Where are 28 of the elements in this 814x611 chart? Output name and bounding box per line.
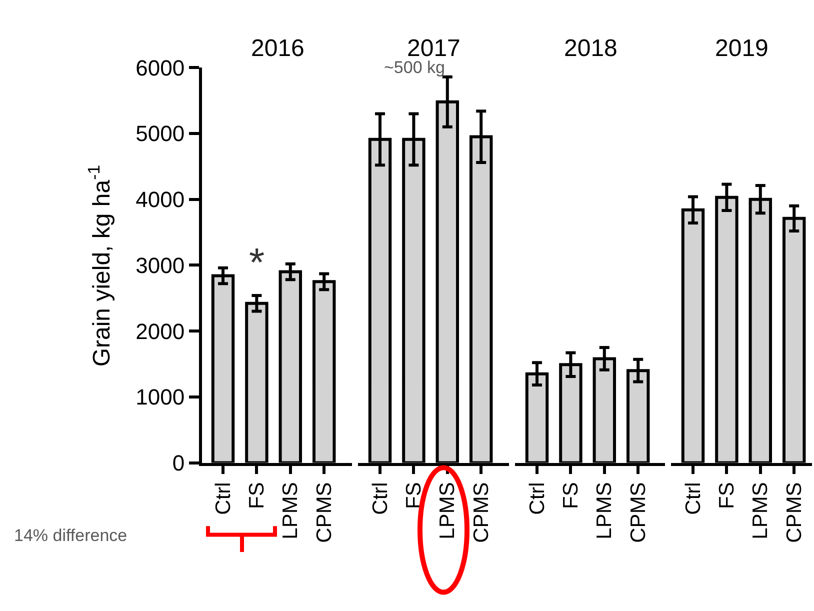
x-tick-label: CPMS bbox=[312, 482, 336, 543]
x-tick-label: Ctrl bbox=[368, 482, 392, 515]
y-tick-label: 3000 bbox=[136, 252, 185, 278]
x-tick-label: LPMS bbox=[436, 482, 460, 540]
y-tick-label: 6000 bbox=[136, 55, 185, 80]
y-tick-label: 5000 bbox=[136, 121, 185, 146]
annotation: * bbox=[249, 241, 265, 285]
x-tick-label: CPMS bbox=[782, 482, 806, 543]
text: 14% difference bbox=[14, 526, 128, 545]
y-tick-label: 2000 bbox=[136, 318, 185, 344]
y-tick-label: 1000 bbox=[136, 384, 185, 410]
x-tick-label: FS bbox=[402, 482, 426, 510]
chart-title: 2016 bbox=[251, 35, 304, 62]
x-tick-label: FS bbox=[716, 482, 739, 510]
x-tick-label: FS bbox=[560, 482, 583, 510]
x-tick-label: LPMS bbox=[279, 482, 302, 540]
x-tick-label: CPMS bbox=[626, 482, 650, 543]
chart-title: 2019 bbox=[715, 35, 768, 62]
x-tick-label: Ctrl bbox=[682, 482, 705, 515]
x-tick-label: Ctrl bbox=[526, 482, 549, 515]
chart-title: 2018 bbox=[564, 35, 618, 62]
x-tick-label: FS bbox=[246, 482, 269, 510]
x-tick-label: LPMS bbox=[593, 482, 616, 540]
x-tick-label: CPMS bbox=[470, 482, 493, 543]
y-tick-label: 4000 bbox=[136, 187, 185, 212]
x-tick-label: Ctrl bbox=[212, 482, 235, 515]
x-tick-label: LPMS bbox=[749, 482, 772, 540]
y-tick-label: 0 bbox=[172, 450, 185, 476]
